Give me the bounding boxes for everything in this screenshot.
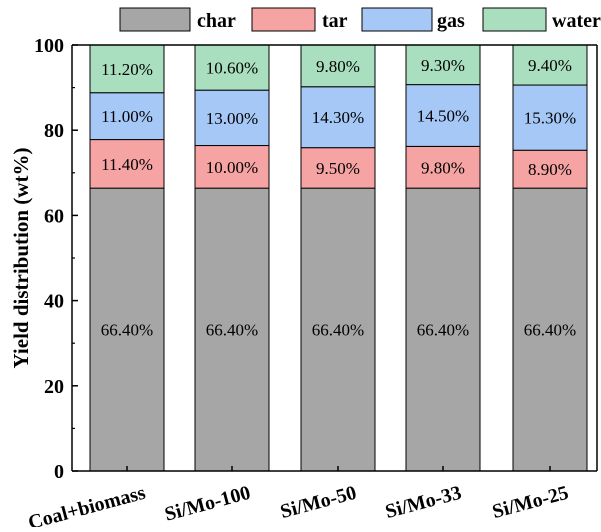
data-label-char-2: 66.40% xyxy=(206,321,258,340)
legend-swatch-char xyxy=(119,7,191,32)
bar-tar-1 xyxy=(89,139,165,189)
legend-swatch-tar xyxy=(251,7,316,32)
data-label-char-5: 66.40% xyxy=(524,321,576,340)
y-tick-label-20: 20 xyxy=(44,376,64,398)
data-label-water-3: 9.80% xyxy=(316,57,360,76)
data-label-water-4: 9.30% xyxy=(421,56,465,75)
bar-water-5 xyxy=(512,44,588,86)
legend-label-char: char xyxy=(197,10,236,32)
legend-label-gas: gas xyxy=(437,10,465,32)
data-label-gas-3: 14.30% xyxy=(312,108,364,127)
data-label-gas-5: 15.30% xyxy=(524,109,576,128)
x-tick-label-5: Si/Mo-25 xyxy=(490,482,571,523)
bars-layer xyxy=(89,44,588,472)
y-axis-label: Yield distribution (wt%) xyxy=(9,148,33,369)
data-labels-layer: 66.40% 11.40% 11.00% 11.20% 66.40% 10.00% 13.0… xyxy=(101,56,576,340)
data-label-gas-1: 11.00% xyxy=(101,107,153,126)
legend-label-water: water xyxy=(552,10,601,32)
data-label-char-4: 66.40% xyxy=(417,321,469,340)
bar-tar-3 xyxy=(300,147,376,189)
bar-gas-2 xyxy=(194,89,270,147)
data-label-tar-3: 9.50% xyxy=(316,159,360,178)
data-label-char-3: 66.40% xyxy=(312,321,364,340)
data-label-tar-5: 8.90% xyxy=(528,160,572,179)
y-tick-label-100: 100 xyxy=(34,35,64,57)
x-tick-label-3: Si/Mo-50 xyxy=(278,482,359,523)
y-tick-label-40: 40 xyxy=(44,291,64,313)
bar-water-2 xyxy=(194,44,270,91)
y-tick-label-0: 0 xyxy=(54,461,64,483)
y-tick-label-60: 60 xyxy=(44,205,64,227)
legend-swatch-gas xyxy=(361,7,433,32)
legend: char tar gas water xyxy=(119,7,601,32)
data-label-gas-4: 14.50% xyxy=(417,107,469,126)
bar-tar-2 xyxy=(194,145,270,189)
data-label-char-1: 66.40% xyxy=(101,321,153,340)
bar-char-1 xyxy=(89,187,165,472)
axes-layer: 0 20 40 60 80 100 Coal+biomass Si/Mo-100 Si/Mo-5… xyxy=(26,35,598,532)
bar-gas-4 xyxy=(405,84,481,147)
y-tick-label-80: 80 xyxy=(44,120,64,142)
bar-water-3 xyxy=(300,44,376,88)
legend-label-tar: tar xyxy=(322,10,348,32)
bar-char-5 xyxy=(512,187,588,472)
x-tick-label-1: Coal+biomass xyxy=(26,482,148,527)
bar-char-4 xyxy=(405,187,481,472)
data-label-water-2: 10.60% xyxy=(206,59,258,78)
bar-water-1 xyxy=(89,44,165,94)
data-label-water-5: 9.40% xyxy=(528,56,572,75)
bar-gas-5 xyxy=(512,84,588,151)
bar-gas-3 xyxy=(300,86,376,149)
bar-water-4 xyxy=(405,44,481,86)
data-label-tar-4: 9.80% xyxy=(421,158,465,177)
x-tick-label-2: Si/Mo-100 xyxy=(162,482,252,526)
data-label-tar-2: 10.00% xyxy=(206,158,258,177)
bar-char-2 xyxy=(194,187,270,472)
data-label-tar-1: 11.40% xyxy=(101,155,153,174)
data-label-gas-2: 13.00% xyxy=(206,109,258,128)
x-tick-label-4: Si/Mo-33 xyxy=(383,482,464,523)
data-label-water-1: 11.20% xyxy=(101,60,153,79)
bar-tar-5 xyxy=(512,149,588,189)
legend-swatch-water xyxy=(482,7,547,32)
